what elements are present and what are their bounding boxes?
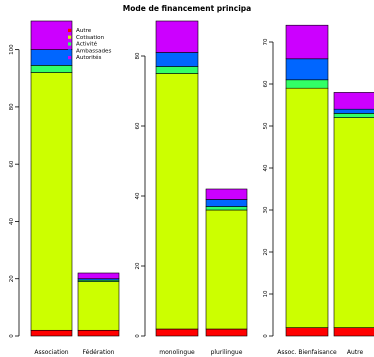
x-category-label: plurilingue <box>211 349 243 356</box>
y-tick-label: 0 <box>135 334 141 338</box>
legend-label: Activité <box>76 41 98 48</box>
y-tick-label: 60 <box>9 160 15 167</box>
bar-segment <box>155 328 199 337</box>
y-tick-label: 10 <box>263 290 269 297</box>
y-tick-label: 40 <box>135 192 141 199</box>
bar-segment <box>285 58 329 81</box>
bar-segment <box>155 20 199 53</box>
x-category-label: Autre <box>347 349 364 356</box>
bar-segment <box>333 92 374 110</box>
y-tick-label: 20 <box>263 248 269 255</box>
legend-swatch <box>68 49 72 53</box>
legend-label: Ambassades <box>76 48 112 54</box>
bar-segment <box>285 87 329 328</box>
bar-segment <box>30 329 73 337</box>
legend-swatch <box>68 28 72 32</box>
y-tick-label: 20 <box>9 275 15 282</box>
bar-segment <box>333 117 374 328</box>
bar-segment <box>155 66 199 74</box>
x-category-label: monolingue <box>159 349 195 356</box>
bar-segment <box>30 49 73 66</box>
bar-segment <box>333 327 374 337</box>
x-category-label: Fédération <box>83 349 115 356</box>
bar-segment <box>205 206 248 211</box>
bar-segment <box>30 65 73 73</box>
y-tick-label: 80 <box>135 52 141 59</box>
legend-swatch <box>68 42 72 46</box>
legend-swatch <box>68 56 72 60</box>
bar-segment <box>77 281 120 331</box>
legend-label: Autre <box>76 28 92 34</box>
y-tick-label: 70 <box>263 38 269 45</box>
bar-segment <box>30 72 73 331</box>
y-tick-label: 50 <box>263 122 269 129</box>
y-tick-label: 60 <box>263 80 269 87</box>
bar-segment <box>155 52 199 67</box>
bar-segment <box>285 327 329 337</box>
bar-segment <box>285 24 329 60</box>
x-category-label: Assoc. Bienfaisance <box>277 349 337 356</box>
y-tick-label: 40 <box>263 164 269 171</box>
bar-segment <box>205 328 248 337</box>
y-tick-label: 60 <box>135 122 141 129</box>
x-category-label: Association <box>34 349 68 356</box>
bar-segment <box>77 272 120 280</box>
y-tick-label: 100 <box>9 44 15 55</box>
y-tick-label: 40 <box>9 217 15 224</box>
bar-segment <box>285 79 329 89</box>
bar-segment <box>205 209 248 330</box>
legend-swatch <box>68 35 72 39</box>
bar-segment <box>333 108 374 114</box>
bar-segment <box>205 199 248 207</box>
y-tick-label: 0 <box>9 334 15 338</box>
legend-label: Autorités <box>76 54 101 61</box>
y-tick-label: 20 <box>135 262 141 269</box>
bar-segment <box>77 329 120 337</box>
y-tick-label: 80 <box>9 103 15 110</box>
bar-segment <box>155 73 199 330</box>
y-tick-label: 0 <box>263 334 269 338</box>
bar-segment <box>205 188 248 200</box>
chart-title: Mode de financement principa <box>122 4 252 13</box>
legend-label: Cotisation <box>76 35 105 41</box>
bar-segment <box>333 113 374 118</box>
bar-segment <box>30 20 73 50</box>
y-tick-label: 30 <box>263 206 269 213</box>
